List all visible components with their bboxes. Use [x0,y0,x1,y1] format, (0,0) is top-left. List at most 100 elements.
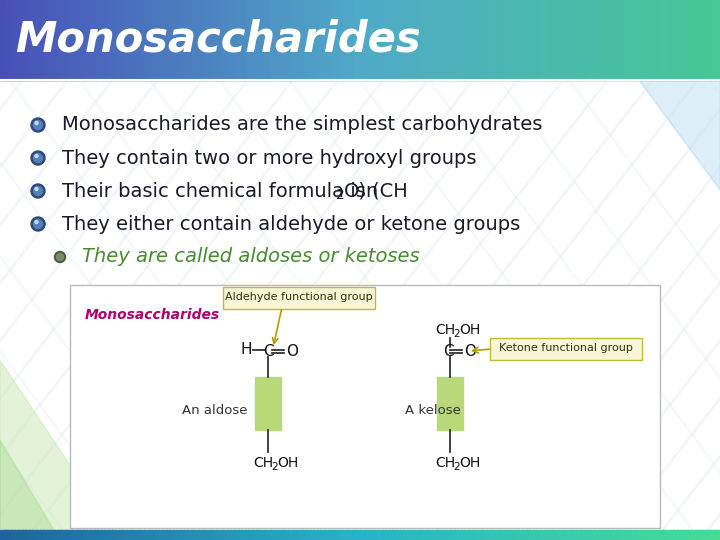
FancyBboxPatch shape [490,338,642,360]
Bar [626,530,631,540]
Bar [306,530,310,540]
Bar [70,0,73,80]
Bar [36,0,40,80]
Bar [497,530,501,540]
Bar [598,530,602,540]
Bar [7,530,12,540]
Bar [310,0,313,80]
Bar [353,530,357,540]
Bar [630,530,634,540]
Bar [86,0,90,80]
Bar [655,0,659,80]
Bar [657,0,661,80]
Bar [305,0,308,80]
Bar [565,530,570,540]
Bar [572,530,577,540]
Bar [115,0,119,80]
Bar [482,530,487,540]
Bar [264,0,267,80]
Bar [281,530,285,540]
Bar [610,0,613,80]
Bar [529,530,534,540]
Bar [362,0,366,80]
Bar [31,0,35,80]
Bar [274,530,278,540]
Bar [4,530,8,540]
Bar [665,0,668,80]
Bar [468,530,472,540]
Bar [317,0,320,80]
Bar [547,0,551,80]
Bar [564,0,567,80]
Bar [158,0,162,80]
Bar [135,0,138,80]
Bar [58,0,61,80]
Bar [506,0,510,80]
Bar [711,0,714,80]
Bar [94,0,97,80]
Bar [623,530,627,540]
Bar [17,0,20,80]
Bar [479,530,483,540]
Bar [45,0,49,80]
Bar [198,530,202,540]
Bar [513,0,517,80]
Bar [542,0,546,80]
Bar [587,530,591,540]
Bar [162,530,166,540]
Bar [544,530,548,540]
Bar [536,530,541,540]
Bar [163,0,166,80]
Text: 2: 2 [453,462,459,472]
Bar [590,530,595,540]
Bar [616,530,620,540]
Text: 2: 2 [453,329,459,339]
Bar [378,530,382,540]
Bar [428,530,433,540]
Bar [125,0,128,80]
Bar [594,530,598,540]
Bar [7,0,11,80]
Bar [583,0,587,80]
Circle shape [35,154,38,158]
Circle shape [34,186,42,195]
Bar [153,0,157,80]
Bar [617,0,620,80]
Bar [473,0,476,80]
Bar [607,0,611,80]
Bar [531,0,534,80]
Bar [127,0,130,80]
Bar [518,0,522,80]
Bar [392,530,397,540]
Bar [371,530,375,540]
Bar [76,530,80,540]
Bar [559,0,562,80]
Bar [140,530,145,540]
Circle shape [55,252,66,262]
Bar [492,0,495,80]
Bar [571,0,575,80]
Bar [211,0,215,80]
Bar [410,530,415,540]
Bar [5,0,8,80]
Bar [374,530,379,540]
Bar [230,530,235,540]
FancyBboxPatch shape [70,285,660,528]
Bar [547,530,552,540]
Bar [238,0,241,80]
Bar [91,0,94,80]
Bar [101,0,104,80]
Bar [672,0,675,80]
Bar [335,530,339,540]
Bar [32,530,37,540]
Bar [189,0,193,80]
Text: 2: 2 [271,462,278,472]
Text: OH: OH [277,456,298,470]
Circle shape [34,120,42,130]
Bar [437,377,463,430]
Bar [558,530,562,540]
Bar [702,530,706,540]
Bar [549,0,553,80]
Bar [61,530,66,540]
Text: They contain two or more hydroxyl groups: They contain two or more hydroxyl groups [62,148,477,167]
